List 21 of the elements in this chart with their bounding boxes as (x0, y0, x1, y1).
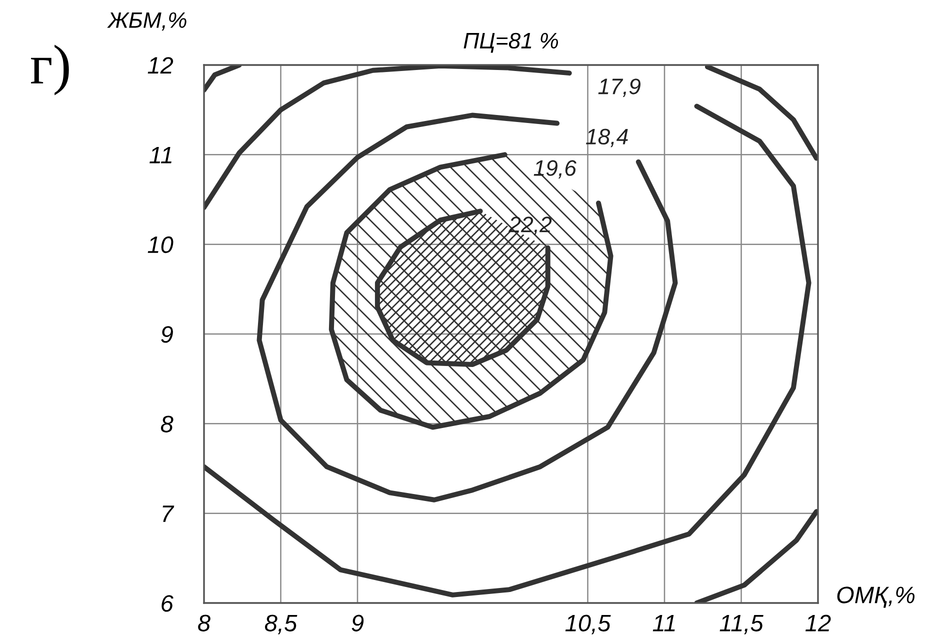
series-label: 18,4 (586, 128, 628, 148)
x-tick-label: 8 (198, 614, 210, 632)
y-tick-label: 11 (150, 146, 172, 164)
y-axis-title: ЖБМ,% (107, 12, 186, 31)
x-tick-label: 11,5 (720, 614, 764, 634)
series-label: 17,9 (598, 78, 640, 97)
x-tick-label: 12 (805, 614, 831, 632)
x-tick-label: 8,5 (264, 614, 298, 634)
y-tick-label: 6 (162, 595, 174, 612)
x-axis-title: ОМҚ,% (837, 586, 914, 608)
chart-title: ПЦ=81 % (464, 32, 558, 53)
text: г) (31, 44, 69, 96)
y-tick-label: 9 (161, 326, 173, 343)
y-tick-label: 8 (160, 416, 174, 432)
y-tick-label: 12 (148, 57, 174, 74)
x-tick-label: 10,5 (565, 614, 611, 634)
y-tick-label: 10 (148, 236, 174, 254)
y-tick-label: 7 (162, 506, 174, 522)
x-tick-label: 9 (352, 614, 364, 632)
series-label: 19,6 (534, 160, 576, 179)
x-tick-label: 11 (652, 614, 675, 632)
